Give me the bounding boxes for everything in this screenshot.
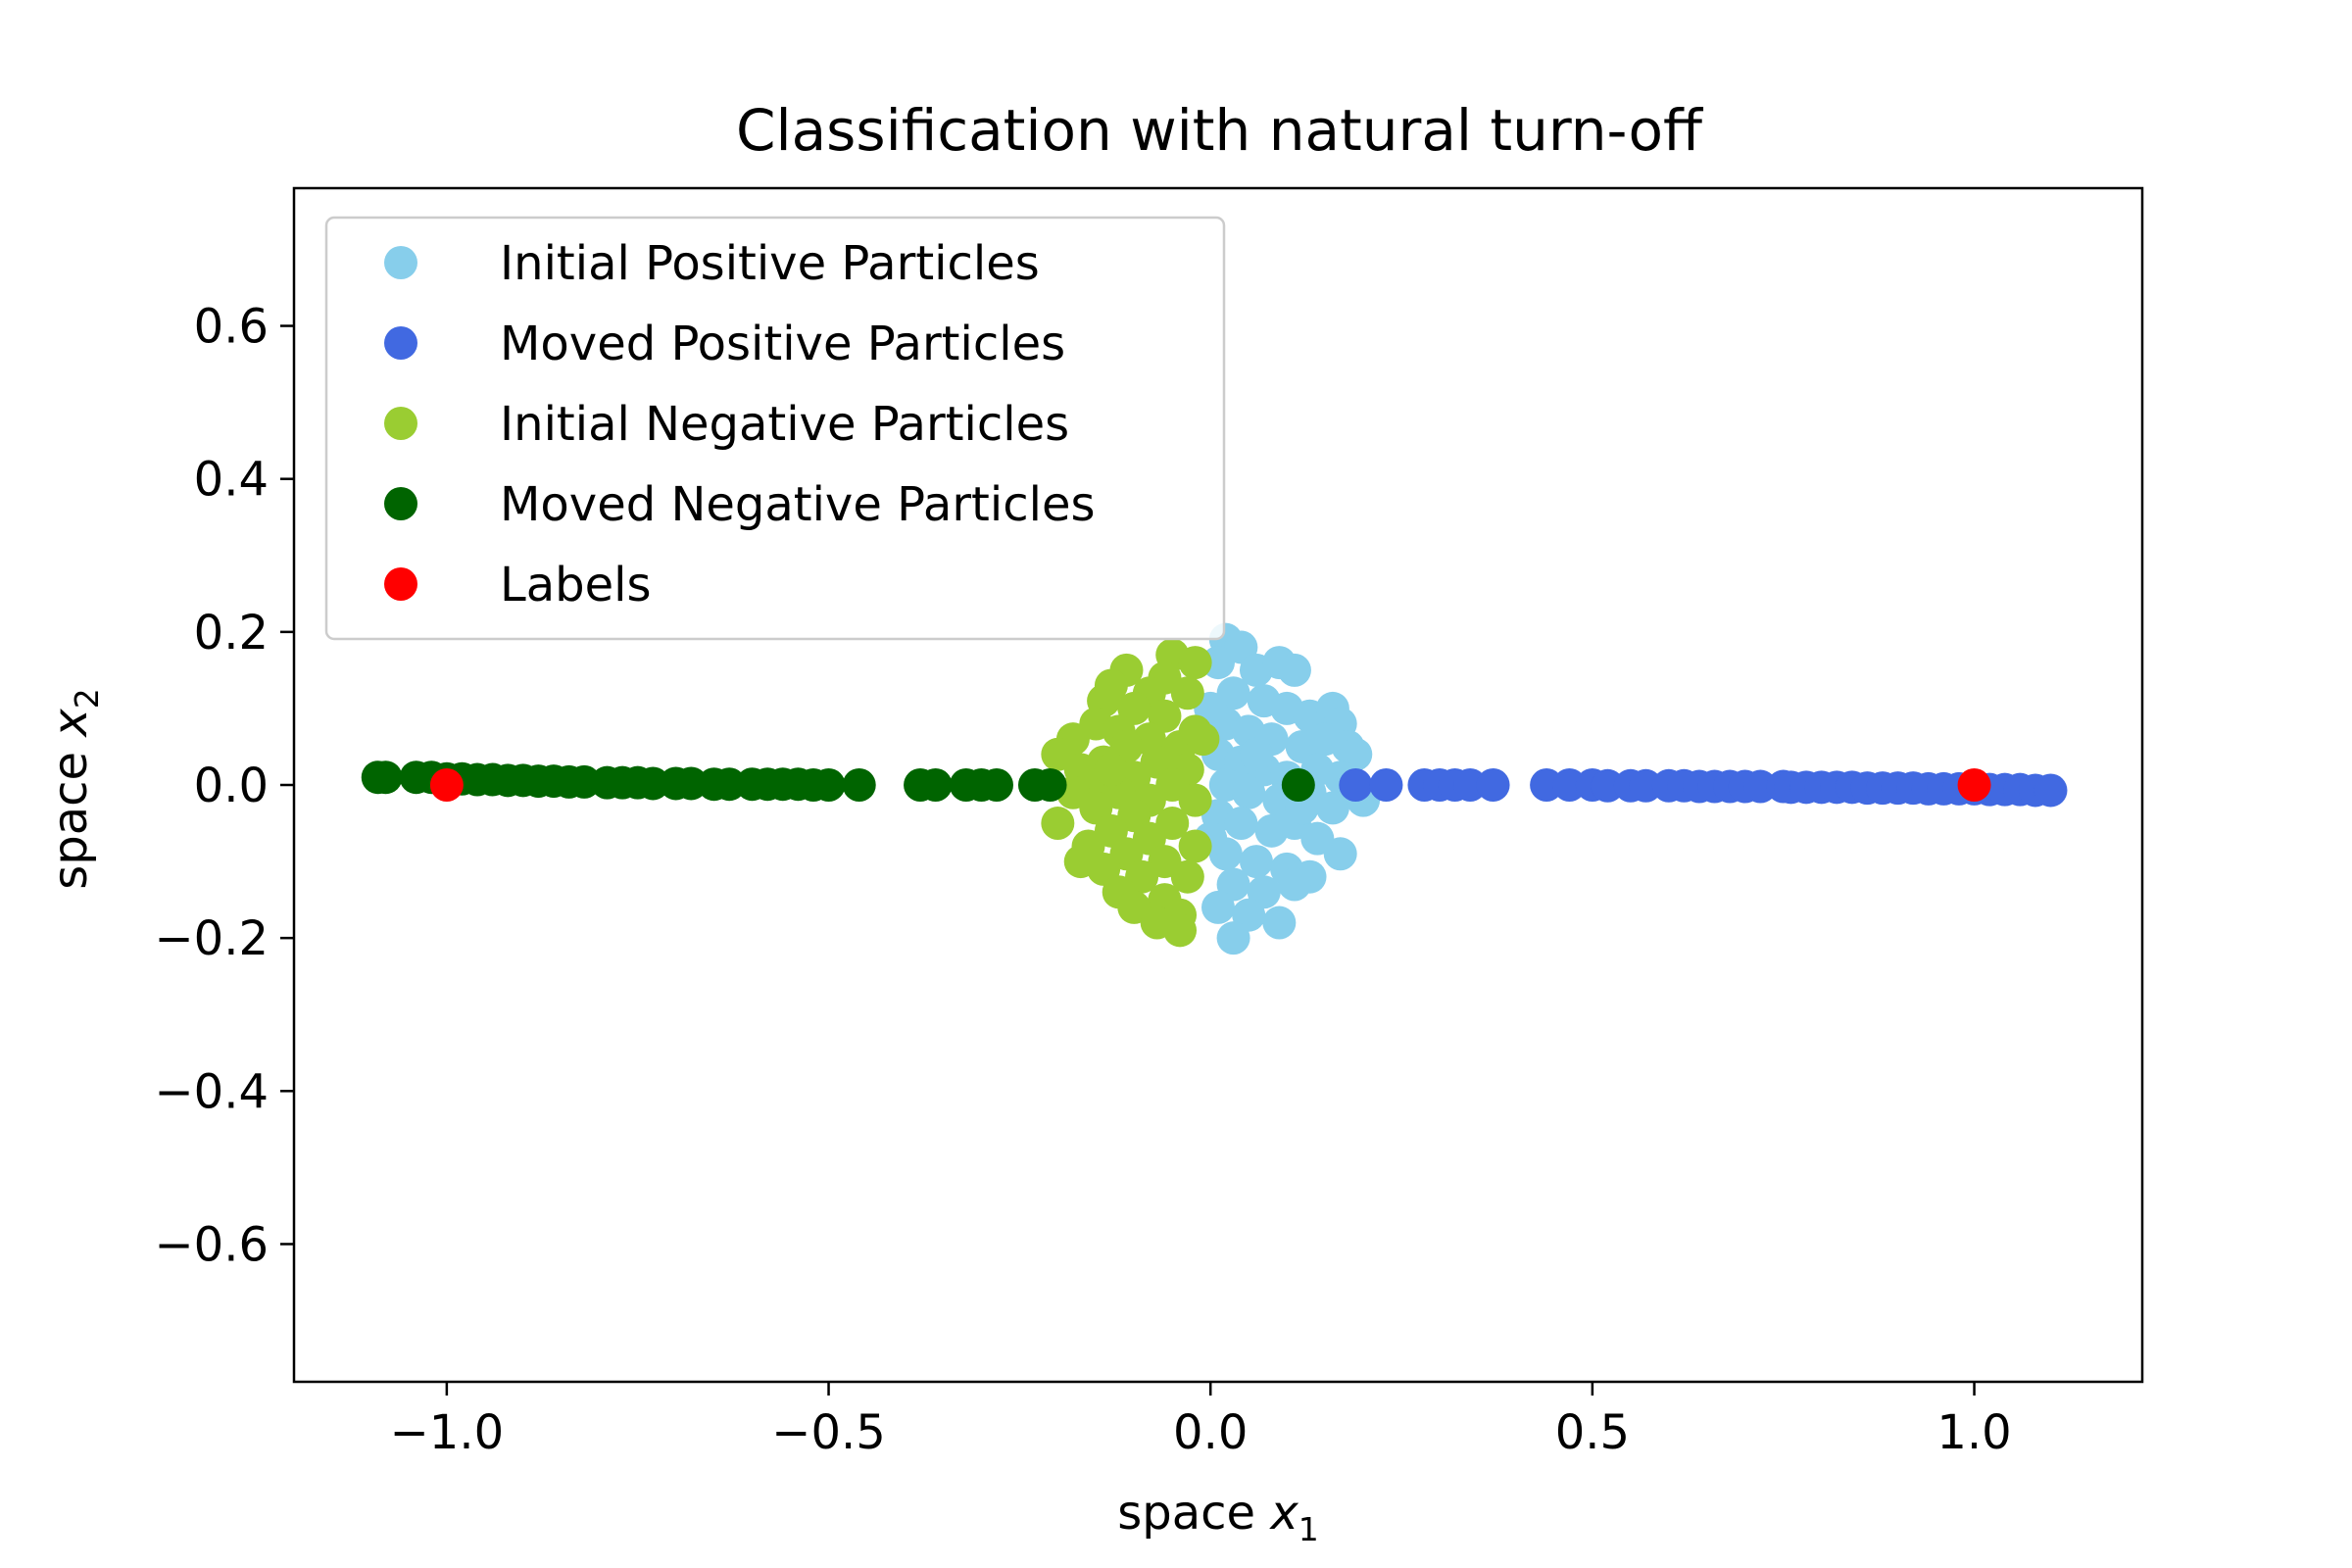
point-initial-negative-particles [1094, 753, 1128, 787]
legend-label-moved-negative-particles: Moved Negative Particles [500, 477, 1095, 532]
point-moved-negative-particles [979, 768, 1013, 802]
x-tick-label: 1.0 [1936, 1405, 2011, 1460]
point-initial-negative-particles [1178, 783, 1212, 817]
point-labels [429, 768, 464, 802]
x-tick-label: 0.5 [1555, 1405, 1630, 1460]
y-axis-label-text: space [43, 752, 98, 890]
series-initial-negative-particles [1041, 638, 1220, 948]
x-tick-label: −1.0 [390, 1405, 505, 1460]
legend-marker-initial-positive-particles [384, 246, 417, 279]
point-moved-negative-particles [636, 766, 670, 801]
x-axis-label-sub: 1 [1298, 1510, 1319, 1548]
y-tick-label: 0.6 [194, 300, 269, 355]
point-initial-negative-particles [1178, 646, 1212, 680]
y-axis-label: space x2 [43, 688, 106, 889]
series-initial-positive-particles [1194, 622, 1381, 956]
y-axis-label-sub: 2 [68, 688, 106, 709]
point-initial-negative-particles [1178, 829, 1212, 863]
legend-label-initial-negative-particles: Initial Negative Particles [500, 397, 1069, 452]
point-initial-negative-particles [1163, 913, 1198, 948]
legend-box [324, 216, 1226, 641]
point-moved-positive-particles [1453, 768, 1488, 802]
y-tick-label: −0.6 [154, 1217, 269, 1272]
point-initial-positive-particles [1262, 906, 1297, 940]
x-axis-label: space x1 [1117, 1486, 1318, 1548]
point-moved-negative-particles [918, 768, 953, 802]
legend: Initial Positive Particles Moved Positive… [324, 216, 1226, 641]
y-tick-label: 0.4 [194, 453, 269, 508]
x-axis-label-text: space [1117, 1486, 1255, 1541]
legend-marker-labels [384, 567, 417, 601]
point-initial-positive-particles [1232, 775, 1266, 809]
point-moved-negative-particles [712, 767, 747, 802]
legend-marker-moved-positive-particles [384, 326, 417, 360]
point-initial-positive-particles [1239, 737, 1273, 771]
point-moved-negative-particles [811, 768, 846, 802]
point-moved-positive-particles [1476, 768, 1510, 802]
legend-marker-initial-negative-particles [384, 407, 417, 440]
point-initial-positive-particles [1277, 867, 1311, 902]
point-moved-positive-particles [1629, 768, 1663, 803]
point-initial-positive-particles [1224, 807, 1258, 841]
point-initial-positive-particles [1201, 890, 1235, 924]
point-initial-negative-particles [1041, 807, 1075, 841]
legend-entries: Initial Positive Particles Moved Positive… [384, 236, 1095, 612]
x-tick-label: −0.5 [771, 1405, 886, 1460]
point-initial-positive-particles [1315, 791, 1349, 825]
ticks-layer: −1.0 −0.5 0.0 0.5 1.0 0.6 0.4 0.2 0.0 −0.2 −0.4 −0.… [154, 300, 2011, 1460]
point-moved-negative-particles [1033, 768, 1067, 802]
point-initial-negative-particles [1186, 722, 1220, 757]
point-initial-positive-particles [1216, 921, 1250, 956]
point-moved-positive-particles [2034, 773, 2068, 808]
x-tick-label: 0.0 [1173, 1405, 1248, 1460]
y-axis-label-var: x [43, 709, 98, 739]
legend-label-labels: Labels [500, 558, 652, 612]
series-moved-positive-particles [1339, 768, 2068, 808]
point-initial-positive-particles [1277, 653, 1311, 687]
point-initial-positive-particles [1323, 837, 1357, 871]
chart-title: Classification with natural turn-off [736, 97, 1704, 164]
point-moved-positive-particles [1591, 768, 1625, 803]
points-layer [361, 622, 2068, 956]
legend-label-initial-positive-particles: Initial Positive Particles [500, 236, 1040, 291]
y-tick-label: 0.0 [194, 759, 269, 813]
plot-area-frame [292, 186, 2144, 1384]
point-moved-positive-particles [1369, 768, 1403, 802]
point-initial-negative-particles [1170, 859, 1204, 894]
point-initial-positive-particles [1201, 646, 1235, 680]
legend-label-moved-positive-particles: Moved Positive Particles [500, 317, 1065, 371]
point-moved-positive-particles [1339, 768, 1373, 802]
point-initial-negative-particles [1170, 676, 1204, 710]
point-moved-negative-particles [1281, 768, 1315, 802]
y-tick-label: 0.2 [194, 606, 269, 661]
x-axis-label-var: x [1268, 1486, 1298, 1541]
legend-marker-moved-negative-particles [384, 487, 417, 520]
point-labels [1957, 768, 1991, 802]
point-moved-positive-particles [1530, 768, 1564, 802]
point-moved-negative-particles [842, 768, 876, 802]
point-moved-positive-particles [1552, 768, 1587, 802]
y-tick-label: −0.4 [154, 1064, 269, 1119]
series-labels [429, 768, 1991, 802]
y-tick-label: −0.2 [154, 911, 269, 966]
point-moved-negative-particles [368, 760, 403, 795]
point-initial-positive-particles [1239, 845, 1273, 879]
point-moved-positive-particles [1743, 769, 1778, 804]
